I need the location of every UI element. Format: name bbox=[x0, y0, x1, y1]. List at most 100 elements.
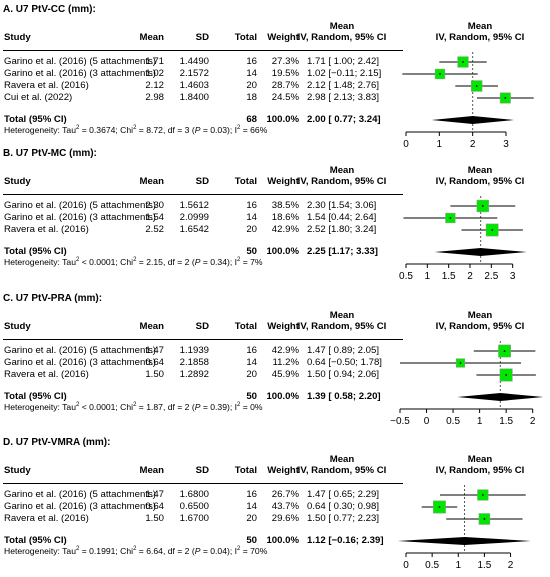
forest-panel: D. U7 PtV-VMRA (mm): Mean Mean Study Mean SD T… bbox=[0, 433, 550, 577]
header-mean: Mean bbox=[139, 176, 164, 187]
study-mean: 2.98 bbox=[145, 92, 164, 103]
pooled-diamond bbox=[431, 116, 514, 124]
study-name: Garino et al. (2016) (5 attachments) bbox=[4, 345, 156, 356]
study-name: Garino et al. (2016) (5 attachments) bbox=[4, 56, 156, 67]
heterogeneity-part: P bbox=[194, 546, 201, 556]
study-weight: 42.9% bbox=[271, 224, 299, 235]
header-rule bbox=[3, 483, 403, 484]
study-total: 14 bbox=[246, 212, 257, 223]
x-tick-label: 0.5 bbox=[425, 560, 439, 571]
x-tick-label: 0.5 bbox=[399, 271, 413, 282]
total-n: 50 bbox=[246, 535, 257, 546]
heterogeneity-part: = 7% bbox=[240, 257, 263, 267]
x-tick-label: 2 bbox=[508, 560, 514, 571]
study-mean: 2.30 bbox=[145, 200, 164, 211]
heterogeneity-part: Heterogeneity: Tau bbox=[4, 257, 76, 267]
header-weight: Weight bbox=[267, 176, 299, 187]
header-study: Study bbox=[4, 32, 31, 43]
heterogeneity-part: = 0.39); I bbox=[200, 402, 237, 412]
heterogeneity-part: Heterogeneity: Tau bbox=[4, 125, 76, 135]
study-weight: 28.7% bbox=[271, 80, 299, 91]
x-tick-label: −0.5 bbox=[390, 416, 410, 427]
header-rule bbox=[3, 339, 403, 340]
heterogeneity-part: P bbox=[194, 125, 201, 135]
header-weight: Weight bbox=[267, 465, 299, 476]
heterogeneity-text: Heterogeneity: Tau2 = 0.1991; Chi2 = 6.6… bbox=[4, 546, 267, 556]
total-weight: 100.0% bbox=[266, 391, 299, 402]
study-mean: 1.50 bbox=[145, 369, 164, 380]
x-tick-label: 1 bbox=[425, 271, 431, 282]
superscript: 2 bbox=[133, 546, 137, 553]
total-ci: 1.12 [−0.16; 2.39] bbox=[307, 535, 384, 546]
study-point bbox=[505, 374, 508, 376]
panel-title: C. U7 PtV-PRA (mm): bbox=[3, 293, 103, 304]
x-tick-label: 2 bbox=[467, 271, 473, 282]
header-ci-top: Mean bbox=[329, 454, 355, 465]
study-sd: 1.4603 bbox=[179, 80, 209, 91]
superscript: 2 bbox=[237, 257, 241, 264]
heterogeneity-part: = 0.03); I bbox=[200, 125, 237, 135]
total-ci: 2.00 [ 0.77; 3.24] bbox=[307, 114, 381, 125]
study-ci: 1.50 [ 0.77; 2.23] bbox=[307, 513, 380, 524]
header-sd: SD bbox=[195, 321, 209, 332]
header-plot-top: Mean bbox=[467, 21, 493, 32]
study-total: 16 bbox=[246, 200, 257, 211]
study-sd: 2.1858 bbox=[179, 357, 209, 368]
header-total: Total bbox=[234, 321, 257, 332]
study-ci: 1.47 [ 0.65; 2.29] bbox=[307, 489, 380, 500]
study-ci: 1.54 [0.44; 2.64] bbox=[307, 212, 377, 223]
study-name: Garino et al. (2016) (5 attachments) bbox=[4, 200, 156, 211]
x-tick-label: 1.5 bbox=[442, 271, 456, 282]
forest-panel: B. U7 PtV-MC (mm): Mean Mean Study Mean SD Tot… bbox=[0, 144, 550, 288]
heterogeneity-part: = 6.64, df = 2 ( bbox=[136, 546, 195, 556]
panel-title: D. U7 PtV-VMRA (mm): bbox=[3, 437, 111, 448]
study-total: 20 bbox=[246, 369, 257, 380]
superscript: 2 bbox=[75, 546, 80, 553]
study-weight: 26.7% bbox=[271, 489, 299, 500]
study-total: 16 bbox=[246, 56, 257, 67]
header-sd: SD bbox=[195, 32, 209, 43]
study-weight: 29.6% bbox=[271, 513, 299, 524]
study-point bbox=[475, 85, 478, 87]
study-sd: 1.6542 bbox=[179, 224, 209, 235]
study-weight: 45.9% bbox=[271, 369, 299, 380]
study-total: 20 bbox=[246, 224, 257, 235]
header-plot-bottom: IV, Random, 95% CI bbox=[435, 32, 525, 43]
study-point bbox=[483, 518, 486, 520]
study-name: Garino et al. (2016) (3 attachments) bbox=[4, 357, 156, 368]
study-name: Ravera et al. (2016) bbox=[4, 513, 89, 524]
study-ci: 0.64 [−0.50; 1.78] bbox=[307, 357, 382, 368]
heterogeneity-part: = 2.15, df = 2 ( bbox=[136, 257, 195, 267]
header-ci-bottom: IV, Random, 95% CI bbox=[297, 465, 387, 476]
study-mean: 0.64 bbox=[145, 357, 164, 368]
study-point bbox=[481, 205, 484, 207]
total-n: 50 bbox=[246, 391, 257, 402]
superscript: 2 bbox=[133, 402, 137, 409]
study-total: 14 bbox=[246, 68, 257, 79]
study-sd: 0.6500 bbox=[179, 501, 209, 512]
study-weight: 24.5% bbox=[271, 92, 299, 103]
study-total: 20 bbox=[246, 513, 257, 524]
study-name: Garino et al. (2016) (3 attachments) bbox=[4, 501, 156, 512]
forest-plot-area: 0 1 2 3 bbox=[402, 52, 534, 150]
heterogeneity-part: P bbox=[194, 402, 201, 412]
heterogeneity-part: = 0.1991; Chi bbox=[79, 546, 134, 556]
heterogeneity-part: = 0.3674; Chi bbox=[79, 125, 134, 135]
study-point bbox=[481, 494, 484, 496]
x-tick-label: 1.5 bbox=[477, 560, 491, 571]
x-tick-label: 1 bbox=[477, 416, 483, 427]
study-weight: 18.6% bbox=[271, 212, 299, 223]
study-point bbox=[459, 362, 462, 364]
study-mean: 1.47 bbox=[145, 345, 164, 356]
study-total: 16 bbox=[246, 345, 257, 356]
superscript: 2 bbox=[75, 257, 80, 264]
total-weight: 100.0% bbox=[266, 535, 299, 546]
header-total: Total bbox=[234, 32, 257, 43]
superscript: 2 bbox=[133, 257, 137, 264]
header-ci-bottom: IV, Random, 95% CI bbox=[297, 176, 387, 187]
study-total: 18 bbox=[246, 92, 257, 103]
header-sd: SD bbox=[195, 176, 209, 187]
study-mean: 2.52 bbox=[145, 224, 164, 235]
study-ci: 2.98 [ 2.13; 3.83] bbox=[307, 92, 380, 103]
study-mean: 0.64 bbox=[145, 501, 164, 512]
